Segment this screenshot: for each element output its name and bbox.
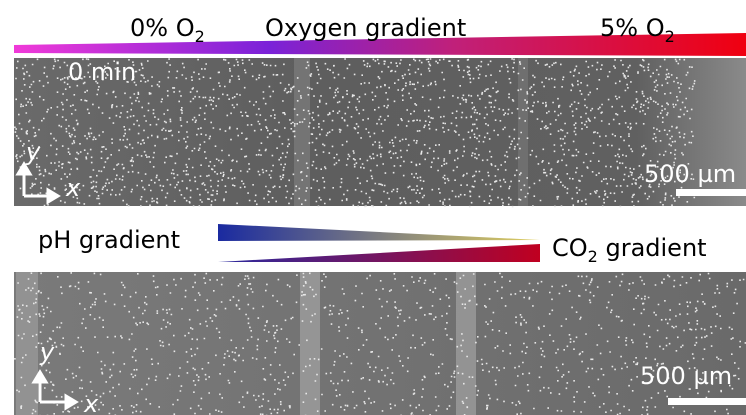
axis-y: y bbox=[25, 138, 41, 166]
micrograph bbox=[14, 272, 746, 415]
co2-label: CO2 gradient bbox=[552, 234, 707, 266]
figure: 0% O2 Oxygen gradient 5% O2 0 min y x 50… bbox=[0, 0, 746, 415]
co2-wedge bbox=[218, 244, 540, 262]
axis-y: y bbox=[39, 338, 55, 366]
ph-wedge bbox=[218, 224, 540, 241]
time-label: 0 min bbox=[68, 58, 136, 86]
ph-label: pH gradient bbox=[38, 226, 180, 254]
axis-x: x bbox=[83, 390, 99, 415]
scale-label: 500 µm bbox=[640, 362, 732, 390]
scale-bar bbox=[676, 189, 746, 196]
right-label: 5% O2 bbox=[600, 14, 675, 46]
axis-x: x bbox=[65, 174, 81, 202]
scale-bar bbox=[668, 398, 746, 405]
title: Oxygen gradient bbox=[265, 14, 466, 42]
scale-label: 500 µm bbox=[644, 160, 736, 188]
left-label: 0% O2 bbox=[130, 14, 205, 46]
